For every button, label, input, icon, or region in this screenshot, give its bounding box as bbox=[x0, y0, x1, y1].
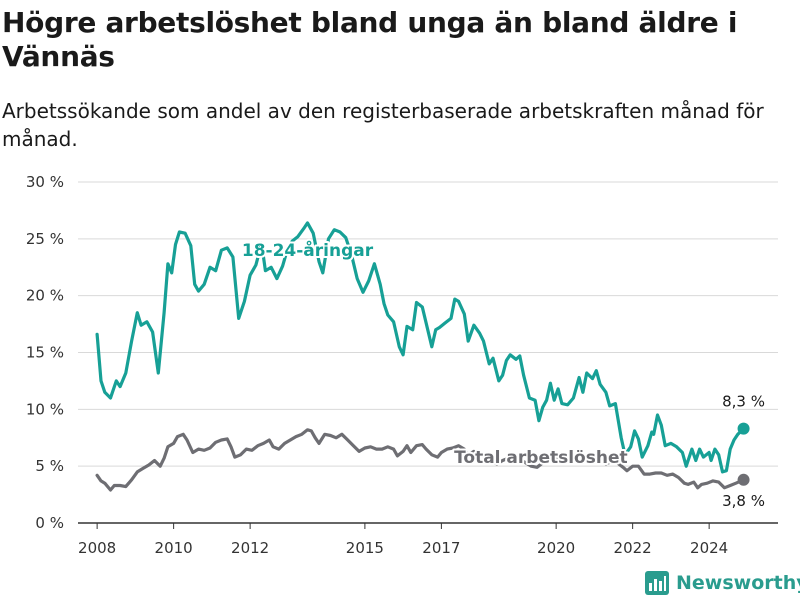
y-tick-label: 30 % bbox=[26, 173, 64, 191]
chart-title: Högre arbetslöshet bland unga än bland ä… bbox=[2, 6, 738, 73]
gridlines bbox=[78, 181, 778, 467]
series-line-youth bbox=[95, 221, 746, 474]
end-point-total bbox=[737, 473, 750, 486]
series-label-youth: 18-24-åringar bbox=[242, 239, 374, 261]
end-label-youth: 8,3 % bbox=[722, 393, 765, 411]
end-label-total: 3,8 % bbox=[722, 492, 765, 510]
newsworthy-logo-icon bbox=[645, 571, 669, 595]
chart-subtitle: Arbetssökande som andel av den registerb… bbox=[2, 99, 764, 151]
newsworthy-logo: Newsworthy bbox=[644, 568, 800, 598]
y-tick-label: 20 % bbox=[26, 287, 64, 305]
x-tick-label: 2010 bbox=[155, 539, 193, 557]
x-tick-label: 2008 bbox=[78, 539, 116, 557]
end-point-youth bbox=[737, 422, 750, 435]
y-tick-label: 25 % bbox=[26, 230, 64, 248]
y-tick-label: 10 % bbox=[26, 400, 64, 418]
x-tick-label: 2024 bbox=[690, 539, 728, 557]
x-tick-label: 2017 bbox=[422, 539, 460, 557]
brand-name: Newsworthy bbox=[676, 572, 800, 594]
series-labels: 18-24-åringar Total arbetslöshet 8,3 % 3,8 … bbox=[240, 237, 767, 511]
x-tick-label: 2015 bbox=[346, 539, 384, 557]
x-tick-label: 2012 bbox=[231, 539, 269, 557]
series-lines bbox=[95, 221, 750, 492]
y-tick-label: 15 % bbox=[26, 344, 64, 362]
y-tick-label: 5 % bbox=[35, 457, 64, 475]
x-tick-label: 2022 bbox=[614, 539, 652, 557]
series-line-total bbox=[95, 428, 746, 492]
series-label-total: Total arbetslöshet bbox=[454, 448, 628, 468]
y-axis-tick-labels: 0 % 5 % 10 % 15 % 20 % 25 % 30 % bbox=[26, 173, 64, 532]
y-tick-label: 0 % bbox=[35, 514, 64, 532]
x-axis: 2008 2010 2012 2015 2017 2020 2022 2024 bbox=[78, 522, 778, 557]
x-tick-label: 2020 bbox=[537, 539, 575, 557]
